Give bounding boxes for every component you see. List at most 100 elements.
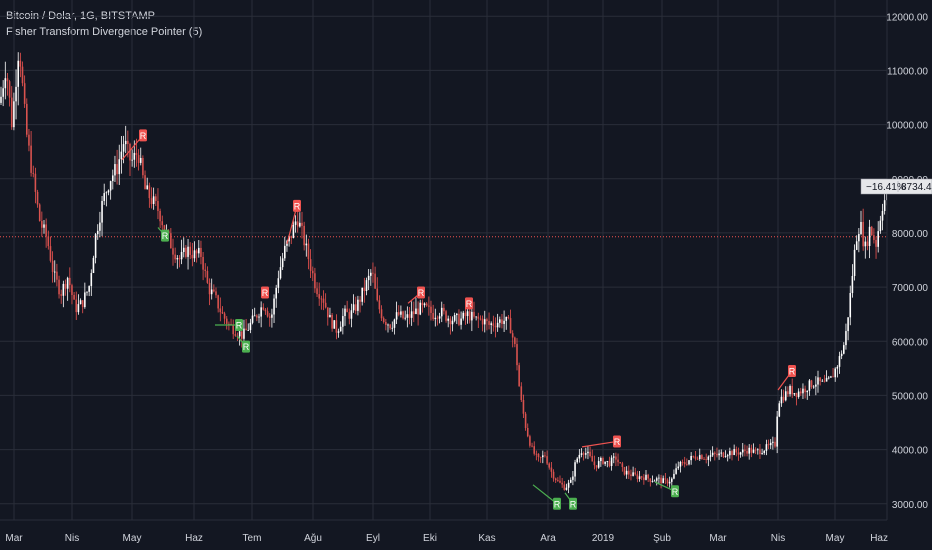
candle-body <box>127 140 129 144</box>
candle-body <box>703 459 705 460</box>
candle-body <box>81 300 84 308</box>
candle-body <box>329 314 331 318</box>
candle-body <box>96 230 99 235</box>
candle-body <box>505 316 508 321</box>
candle-body <box>382 318 385 323</box>
candle-body <box>707 456 710 460</box>
candle-body <box>791 386 793 395</box>
candle-body <box>853 249 856 277</box>
candle-body <box>456 313 458 316</box>
candle-body <box>260 307 262 317</box>
candle-body <box>324 302 327 308</box>
signal-marker <box>242 340 250 353</box>
candle-body <box>6 78 9 82</box>
candle-body <box>778 403 781 417</box>
candle-body <box>219 308 222 313</box>
candle-body <box>335 320 338 333</box>
candle-body <box>735 449 738 453</box>
candle-body <box>683 462 686 465</box>
candle-body <box>597 461 600 468</box>
candle-body <box>271 314 273 318</box>
candle-body <box>830 376 832 378</box>
candle-body <box>557 480 559 481</box>
candle-body <box>793 393 796 395</box>
candle-body <box>281 258 284 268</box>
candle-body <box>146 185 148 190</box>
y-tick-label: 10000.00 <box>886 121 928 132</box>
candle-body <box>157 200 159 211</box>
candle-body <box>357 299 359 311</box>
divergence-line <box>286 205 298 244</box>
candle-body <box>131 159 133 161</box>
candle-body <box>30 145 32 173</box>
candle-body <box>479 318 482 320</box>
candle-body <box>698 455 701 460</box>
candle-body <box>284 245 286 259</box>
candle-body <box>103 193 105 201</box>
candle-body <box>333 320 336 329</box>
candle-body <box>518 365 520 387</box>
candle-body <box>4 78 7 89</box>
candle-body <box>303 225 305 246</box>
candle-body <box>668 481 671 484</box>
candle-body <box>492 323 495 326</box>
candle-body <box>182 247 185 252</box>
candle-body <box>434 317 437 320</box>
candle-body <box>135 152 138 156</box>
candle-body <box>191 254 194 259</box>
candle-body <box>675 468 677 474</box>
candle-body <box>849 293 852 318</box>
candle-body <box>277 278 280 288</box>
candle-body <box>673 473 675 479</box>
candle-body <box>855 241 858 250</box>
indicator-title[interactable]: Fisher Transform Divergence Pointer (5) <box>6 26 203 38</box>
candle-body <box>406 314 409 318</box>
candle-body <box>567 482 570 488</box>
candle-body <box>49 246 52 261</box>
candle-body <box>458 313 460 325</box>
candle-body <box>251 315 254 323</box>
candle-body <box>619 462 621 464</box>
candle-body <box>185 247 187 257</box>
candle-body <box>305 243 308 246</box>
candle-body <box>664 478 667 480</box>
candle-body <box>868 226 871 246</box>
candle-body <box>294 221 297 225</box>
candle-body <box>275 287 277 299</box>
candle-body <box>750 447 753 453</box>
candle-body <box>714 452 716 454</box>
candle-body <box>447 318 449 321</box>
candle-body <box>552 471 555 479</box>
candle-body <box>445 311 447 321</box>
candle-body <box>593 461 596 466</box>
candle-body <box>851 276 854 294</box>
candle-body <box>69 277 71 286</box>
candle-body <box>124 140 127 145</box>
candle-body <box>649 478 652 482</box>
x-tick-label: Şub <box>653 533 671 544</box>
signal-label: R <box>672 487 679 497</box>
candle-body <box>413 311 415 315</box>
x-tick-label: Haz <box>185 533 203 544</box>
signal-label: R <box>243 342 250 352</box>
divergence-line <box>581 440 618 448</box>
candle-body <box>391 327 394 329</box>
x-tick-label: May <box>123 533 142 544</box>
candle-body <box>464 312 467 317</box>
candle-body <box>19 60 22 67</box>
candle-body <box>440 307 443 317</box>
signal-marker <box>465 297 473 310</box>
candle-body <box>202 256 204 270</box>
candle-body <box>58 279 60 295</box>
candle-body <box>299 222 301 227</box>
candle-body <box>559 480 561 483</box>
candle-body <box>423 303 426 306</box>
y-tick-label: 11000.00 <box>887 66 928 77</box>
candle-body <box>733 449 735 456</box>
candle-body <box>51 260 54 272</box>
candle-body <box>621 463 624 467</box>
candle-body <box>408 314 411 318</box>
candle-body <box>247 329 250 331</box>
price-axis-bg[interactable] <box>887 0 932 520</box>
